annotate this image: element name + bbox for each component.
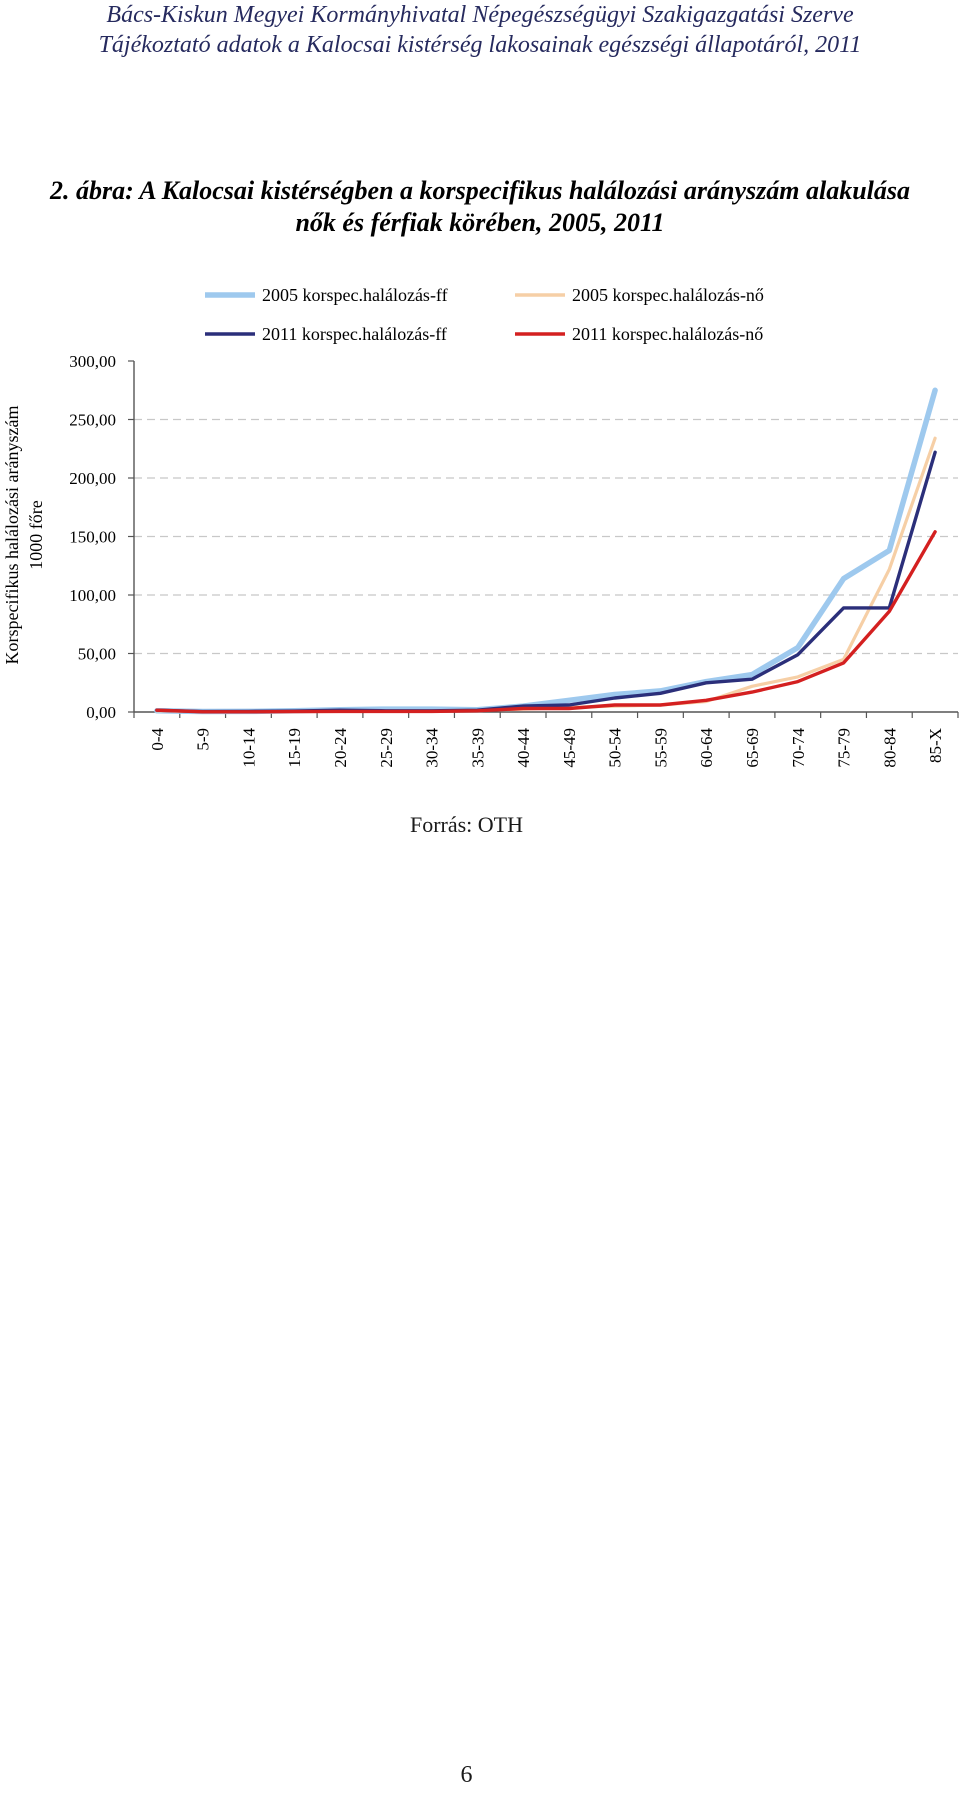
x-tick-label: 70-74 xyxy=(789,728,808,768)
figure-source: Forrás: OTH xyxy=(409,812,524,837)
y-axis-label: Korspecifikus halálozási arányszám 1000 … xyxy=(2,406,46,665)
mortality-line-chart: Korspecifikus halálozási arányszám 1000 … xyxy=(2,285,959,768)
header-line-1: Bács-Kiskun Megyei Kormányhivatal Népegé… xyxy=(106,2,854,28)
series-line-1 xyxy=(154,387,938,715)
x-tick-label: 30-34 xyxy=(423,728,442,768)
x-tick-label: 75-79 xyxy=(835,728,854,768)
y-tick-label: 250,00 xyxy=(69,411,116,430)
series-lines xyxy=(154,387,938,715)
x-tick-label: 55-59 xyxy=(651,728,670,768)
header-line-2: Tájékoztató adatok a Kalocsai kistérség … xyxy=(98,32,862,58)
legend-label-2: 2005 korspec.halálozás-nő xyxy=(572,285,764,305)
legend: 2005 korspec.halálozás-ff 2005 korspec.ha… xyxy=(205,285,764,344)
x-tick-label: 25-29 xyxy=(377,728,396,768)
figure-title-line-1: 2. ábra: A Kalocsai kistérségben a korsp… xyxy=(49,176,911,205)
legend-label-1: 2005 korspec.halálozás-ff xyxy=(262,285,448,305)
series-line-4 xyxy=(155,530,937,714)
legend-label-4: 2011 korspec.halálozás-nő xyxy=(572,324,763,344)
gridlines xyxy=(134,418,958,655)
x-tick-label: 0-4 xyxy=(148,728,167,751)
y-tick-label: 100,00 xyxy=(69,586,116,605)
y-tick-label: 300,00 xyxy=(69,352,116,371)
y-tick-labels: 0,00 50,00 100,00 150,00 200,00 250,00 300,00 xyxy=(69,352,116,722)
series-line-2 xyxy=(155,436,937,714)
y-axis-label-line-1: Korspecifikus halálozási arányszám xyxy=(2,406,22,665)
legend-label-3: 2011 korspec.halálozás-ff xyxy=(262,324,447,344)
page-number: 6 xyxy=(460,1762,473,1788)
y-tick-label: 150,00 xyxy=(69,528,116,547)
x-tick-label: 20-24 xyxy=(331,728,350,768)
x-tick-label: 5-9 xyxy=(194,728,213,751)
x-tick-label: 45-49 xyxy=(560,728,579,768)
x-tick-label: 85-X xyxy=(926,728,945,763)
x-tick-label: 15-19 xyxy=(285,728,304,768)
x-tick-label: 50-54 xyxy=(606,728,625,768)
x-tick-label: 35-39 xyxy=(468,728,487,768)
y-tick-label: 0,00 xyxy=(86,703,116,722)
x-tick-label: 10-14 xyxy=(239,728,258,768)
y-axis-label-line-2: 1000 főre xyxy=(26,500,46,569)
x-tick-labels: 0-4 5-9 10-14 15-19 20-24 25-29 30-34 35-39 40-4… xyxy=(148,728,945,768)
y-tick-label: 200,00 xyxy=(69,469,116,488)
x-tick-label: 80-84 xyxy=(880,728,899,768)
x-tick-label: 60-64 xyxy=(697,728,716,768)
y-tick-label: 50,00 xyxy=(78,645,116,664)
figure-title-line-2: nők és férfiak körében, 2005, 2011 xyxy=(295,208,665,237)
x-tick-label: 65-69 xyxy=(743,728,762,768)
x-tick-label: 40-44 xyxy=(514,728,533,768)
